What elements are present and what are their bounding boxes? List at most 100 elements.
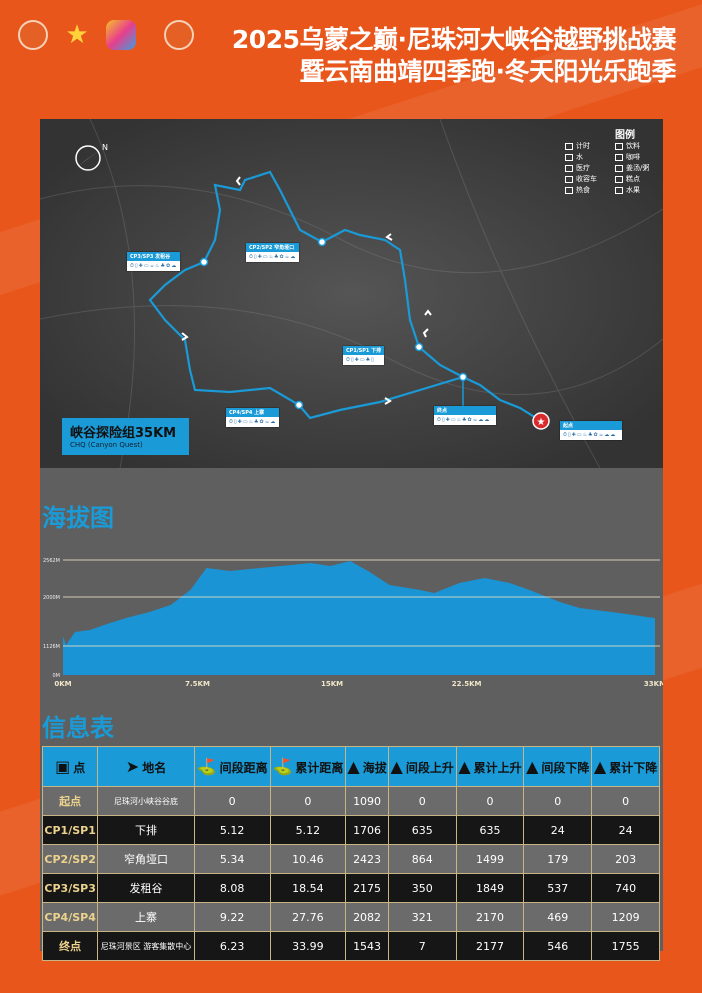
- header-label: 间段下降: [541, 761, 590, 775]
- table-cell: 179: [523, 844, 593, 874]
- table-cell: 1706: [345, 815, 389, 845]
- soup-icon: [615, 164, 623, 172]
- table-cell: 1499: [455, 844, 525, 874]
- table-cell: 5.12: [193, 815, 271, 845]
- start-label: 起点 ⏱▯✚▭♨♣✿☕☁☁: [560, 421, 622, 440]
- header-icon: ▣: [55, 757, 71, 776]
- table-cell: 1209: [591, 902, 660, 932]
- medical-icon: [565, 164, 573, 172]
- header-icon: ⛳: [196, 757, 217, 776]
- checkpoint-cell: CP4/SP4: [41, 902, 99, 932]
- table-cell: 635: [455, 815, 525, 845]
- legend-item: 计时: [565, 141, 615, 151]
- y-tick-label: 2000M: [43, 595, 60, 601]
- legend-item: 水: [565, 152, 615, 162]
- checkpoint-cell: CP1/SP1: [41, 815, 99, 845]
- table-cell: 740: [591, 873, 660, 903]
- checkpoint-cell: CP2/SP2: [41, 844, 99, 874]
- timer-icon: [565, 142, 573, 150]
- legend-item: 水果: [615, 185, 665, 195]
- route-map: ★ N CP3/SP3 发租谷 ⏱▯✚▭☕♨♣✿☁ CP2/SP2 窄角垭口 ⏱▯✚…: [40, 119, 663, 468]
- table-cell: 203: [591, 844, 660, 874]
- elevation-heading: 海拔图: [42, 504, 114, 532]
- checkpoint-label-cp3: CP3/SP3 发租谷 ⏱▯✚▭☕♨♣✿☁: [127, 252, 181, 271]
- table-cell: 864: [387, 844, 457, 874]
- table-row: CP2/SP2 窄角垭口 5.34 10.46 2423 864 1499 179 203: [41, 844, 660, 874]
- pastry-icon: [615, 175, 623, 183]
- legend-label: 水: [576, 153, 583, 161]
- coffee-icon: [615, 153, 623, 161]
- checkpoint-label-cp2: CP2/SP2 窄角垭口 ⏱▯✚▭♨♣✿☕☁: [246, 243, 300, 262]
- table-cell: 0: [193, 786, 271, 816]
- table-cell: 窄角垭口: [97, 844, 195, 874]
- x-tick-label: 0KM: [54, 680, 71, 688]
- header-icon: ➤: [125, 757, 140, 776]
- hot-food-icon: [565, 186, 573, 194]
- checkpoint-cell: CP3/SP3: [41, 873, 99, 903]
- table-cell: 5.12: [269, 815, 347, 845]
- checkpoint-cell: 起点: [41, 786, 99, 816]
- table-cell: 9.22: [193, 902, 271, 932]
- legend-label: 咖啡: [626, 153, 640, 161]
- title-line-2: 暨云南曲靖四季跑·冬天阳光乐跑季: [299, 57, 677, 86]
- checkpoint-label-cp1: CP1/SP1 下排 ⏱▯✚▭♣▯: [343, 346, 385, 365]
- header-icon: ▲: [458, 757, 471, 776]
- header-icon: ▲: [347, 757, 360, 776]
- table-cell: 546: [523, 931, 593, 961]
- table-cell: 0: [523, 786, 593, 816]
- table-cell: 0: [455, 786, 525, 816]
- group-box: 峡谷探险组35KM CHQ (Canyon Quest): [62, 418, 189, 455]
- header-icon: ⛳: [272, 757, 293, 776]
- cp1-marker: [414, 342, 424, 352]
- table-cell: 7: [387, 931, 457, 961]
- header-label: 累计距离: [295, 761, 344, 775]
- table-cell: 0: [591, 786, 660, 816]
- svg-text:★: ★: [537, 417, 546, 428]
- legend-label: 糕点: [626, 175, 640, 183]
- cp4-marker: [294, 400, 304, 410]
- legend-item: 糕点: [615, 174, 665, 184]
- table-cell: 469: [523, 902, 593, 932]
- table-row: CP4/SP4 上寨 9.22 27.76 2082 321 2170 469 1209: [41, 902, 660, 932]
- y-tick-label: 2562M: [43, 558, 60, 564]
- y-tick-label: 0M: [53, 673, 61, 679]
- water-icon: [565, 153, 573, 161]
- legend-item: 医疗: [565, 163, 615, 173]
- column-header: ▲ 累计上升: [455, 746, 525, 787]
- header-icon: ▲: [526, 757, 539, 776]
- table-cell: 321: [387, 902, 457, 932]
- header-icon: ▲: [593, 757, 607, 776]
- table-cell: 24: [523, 815, 593, 845]
- table-cell: 0: [269, 786, 347, 816]
- table-cell: 上寨: [97, 902, 195, 932]
- finish-marker: [458, 372, 468, 382]
- legend-label: 医疗: [576, 164, 590, 172]
- logo-3: [106, 20, 136, 50]
- table-row: 起点 尼珠河小峡谷谷底 0 0 1090 0 0 0 0: [41, 786, 660, 816]
- table-cell: 10.46: [269, 844, 347, 874]
- legend-item: 饮料: [615, 141, 665, 151]
- table-cell: 1090: [345, 786, 389, 816]
- table-cell: 18.54: [269, 873, 347, 903]
- x-tick-label: 7.5KM: [185, 680, 210, 688]
- route-line: [148, 170, 542, 422]
- legend-item: 收容车: [565, 174, 615, 184]
- table-cell: 1543: [345, 931, 389, 961]
- header-label: 地名: [142, 761, 167, 775]
- table-cell: 2423: [345, 844, 389, 874]
- table-cell: 635: [387, 815, 457, 845]
- column-header: ▲ 海拔: [345, 746, 389, 787]
- column-header: ⛳ 累计距离: [269, 746, 347, 787]
- checkpoint-label-cp4: CP4/SP4 上寨 ⏱▯✚▭♨♣✿☕☁: [226, 408, 280, 427]
- column-header: ▲ 间段下降: [523, 746, 593, 787]
- fruit-icon: [615, 186, 623, 194]
- column-header: ▣ 点: [41, 746, 99, 787]
- cp3-marker: [199, 257, 209, 267]
- legend-title: 图例: [615, 130, 635, 141]
- column-header: ⛳ 间段距离: [193, 746, 271, 787]
- x-tick-label: 22.5KM: [452, 680, 482, 688]
- legend-item: 姜汤/粥: [615, 163, 665, 173]
- elevation-chart: 0M 1126M 2000M 2562M 0KM 7.5KM 15KM 22.5KM 33KM: [43, 558, 663, 688]
- table-cell: 2177: [455, 931, 525, 961]
- logo-1: [18, 20, 48, 50]
